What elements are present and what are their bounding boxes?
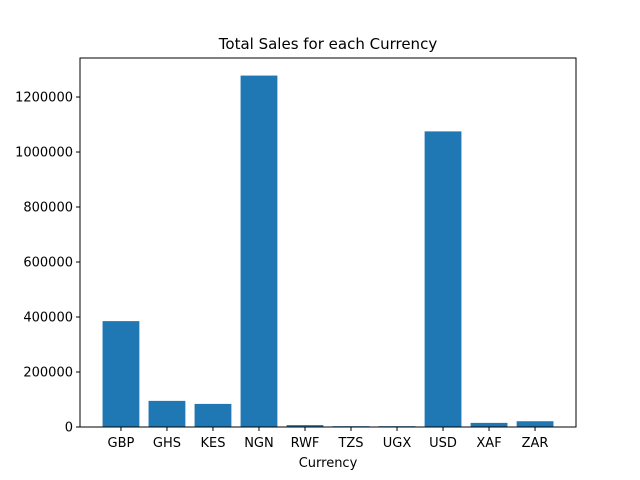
plot-frame bbox=[79, 57, 577, 428]
x-tick-label-rwf: RWF bbox=[291, 436, 320, 451]
bar-xaf bbox=[470, 422, 508, 427]
y-tick-label-400000: 400000 bbox=[23, 311, 73, 326]
x-tick-label-usd: USD bbox=[429, 436, 457, 451]
x-tick-label-ghs: GHS bbox=[153, 436, 181, 451]
x-tick-label-gbp: GBP bbox=[108, 436, 135, 451]
chart-title: Total Sales for each Currency bbox=[218, 35, 438, 53]
x-tick-label-xaf: XAF bbox=[476, 436, 501, 451]
bar-kes bbox=[194, 403, 232, 427]
y-tick-label-600000: 600000 bbox=[23, 256, 73, 271]
y-tick-label-200000: 200000 bbox=[23, 366, 73, 381]
bar-zar bbox=[516, 421, 554, 427]
bar-usd bbox=[424, 131, 462, 427]
bar-rwf bbox=[286, 425, 324, 427]
y-tick-label-1000000: 1000000 bbox=[15, 146, 73, 161]
x-tick-label-ngn: NGN bbox=[244, 436, 274, 451]
y-tick-label-1200000: 1200000 bbox=[15, 91, 73, 106]
bars-layer bbox=[102, 75, 554, 427]
y-tick-label-800000: 800000 bbox=[23, 201, 73, 216]
x-tick-label-tzs: TZS bbox=[337, 436, 363, 451]
x-tick-label-zar: ZAR bbox=[522, 436, 549, 451]
x-tick-label-kes: KES bbox=[200, 436, 225, 451]
x-tick-label-ugx: UGX bbox=[383, 436, 412, 451]
axes-layer: GBP GHS KES NGN RWF TZS UGX USD XAF ZAR 0 200000 400… bbox=[15, 57, 577, 451]
bar-gbp bbox=[102, 321, 140, 427]
bar-ngn bbox=[240, 75, 278, 427]
bar-ghs bbox=[148, 400, 186, 427]
x-axis-title: Currency bbox=[299, 456, 358, 471]
y-tick-label-0: 0 bbox=[65, 421, 73, 436]
